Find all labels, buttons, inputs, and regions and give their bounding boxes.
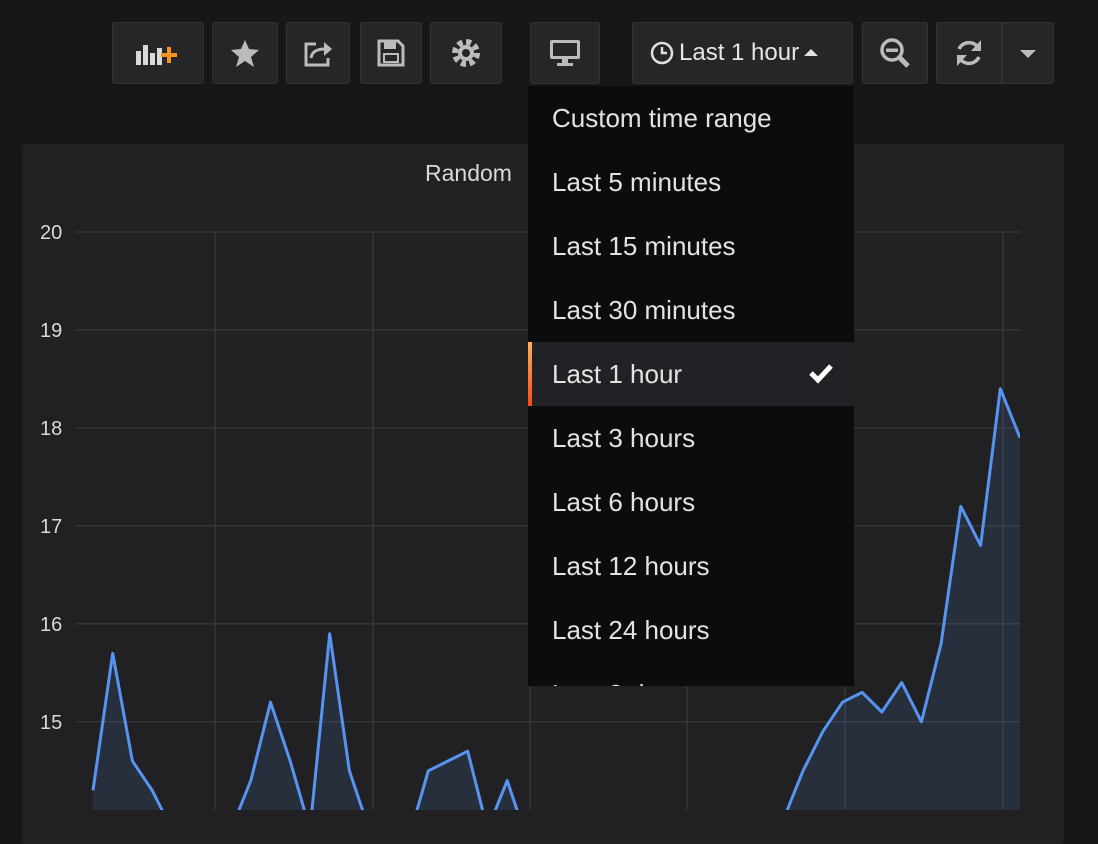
option-label: Last 12 hours xyxy=(552,551,710,581)
plot-area xyxy=(91,387,1020,810)
zoom-out-button[interactable] xyxy=(862,22,928,84)
tv-mode-button[interactable] xyxy=(530,22,600,84)
star-icon xyxy=(231,40,259,67)
save-icon xyxy=(377,39,405,67)
time-range-option[interactable]: Last 1 hour xyxy=(528,342,854,406)
y-tick-label: 20 xyxy=(40,222,62,244)
option-label: Last 2 days xyxy=(552,679,685,686)
time-range-menu: Custom time range Last 5 minutes Last 15 m… xyxy=(528,86,854,686)
refresh-interval-button[interactable] xyxy=(1002,22,1054,84)
time-range-option[interactable]: Custom time range xyxy=(528,86,854,150)
zoom-icon xyxy=(880,38,910,68)
add-panel-icon xyxy=(136,45,177,65)
option-label: Last 5 minutes xyxy=(552,167,722,197)
tv-icon xyxy=(550,40,580,66)
option-label: Last 3 hours xyxy=(552,423,696,453)
option-label: Last 30 minutes xyxy=(552,295,736,325)
refresh-button[interactable] xyxy=(936,22,1002,84)
page: Last 1 hour 15 16 17 18 19 20 Random Custom t… xyxy=(22,22,1064,844)
y-tick-label: 16 xyxy=(40,614,62,636)
time-range-option[interactable]: Last 6 hours xyxy=(528,470,854,534)
refresh-icon xyxy=(957,40,981,66)
add-panel-button[interactable] xyxy=(112,22,204,84)
star-button[interactable] xyxy=(212,22,278,84)
series-area xyxy=(93,388,1020,810)
time-range-option[interactable]: Last 24 hours xyxy=(528,598,854,662)
y-tick-label: 18 xyxy=(40,418,62,440)
time-range-option[interactable]: Last 15 minutes xyxy=(528,214,854,278)
y-tick-label: 17 xyxy=(40,516,62,538)
panel-title: Random xyxy=(425,160,512,186)
time-range-option[interactable]: Last 2 days xyxy=(528,662,854,686)
y-tick-label: 19 xyxy=(40,320,62,342)
option-label: Last 24 hours xyxy=(552,615,710,645)
time-range-option[interactable]: Last 12 hours xyxy=(528,534,854,598)
option-label: Last 6 hours xyxy=(552,487,696,517)
caret-up xyxy=(804,49,819,56)
save-button[interactable] xyxy=(360,22,422,84)
y-tick-label: 15 xyxy=(40,712,62,734)
clock-icon xyxy=(650,41,674,65)
time-range-option[interactable]: Last 5 minutes xyxy=(528,150,854,214)
share-icon xyxy=(304,42,332,67)
option-label: Custom time range xyxy=(552,103,772,133)
option-label: Last 15 minutes xyxy=(552,231,736,261)
caret-down xyxy=(1020,50,1036,58)
time-range-label: Last 1 hour xyxy=(679,39,800,66)
option-label: Last 1 hour xyxy=(552,359,683,389)
series-line xyxy=(91,387,1020,810)
share-button[interactable] xyxy=(286,22,350,84)
time-range-option[interactable]: Last 3 hours xyxy=(528,406,854,470)
settings-button[interactable] xyxy=(430,22,502,84)
time-picker-button[interactable]: Last 1 hour xyxy=(632,22,853,84)
time-range-option[interactable]: Last 30 minutes xyxy=(528,278,854,342)
check-icon xyxy=(809,364,833,384)
settings-icon xyxy=(452,39,480,67)
